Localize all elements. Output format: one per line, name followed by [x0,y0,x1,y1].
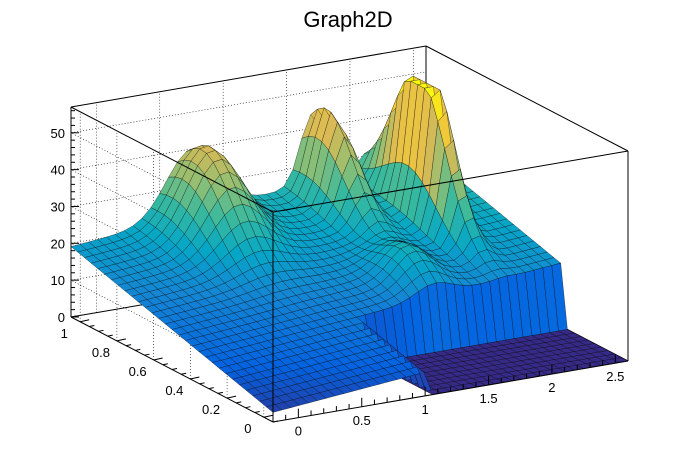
y-minor-tick [162,363,168,366]
y-minor-tick [135,348,141,351]
y-major-tick [116,338,127,342]
z-tick-label: 20 [51,236,65,251]
axes: 0 10 20 30 40 50 0 0.5 1 1.5 2 2.5 0 0.2 0.4 0.6 0.8 1 [51,107,629,439]
x-tick-label: 1.5 [479,391,497,406]
y-tick-label: 0.4 [165,383,183,398]
frame-edge [70,106,274,213]
y-major-tick [263,414,273,418]
x-tick-label: 2 [548,380,555,395]
y-minor-tick [181,372,187,375]
y-minor-tick [199,382,205,385]
x-tick-label: 0.5 [353,413,371,428]
x-tick-label: 1 [422,402,429,417]
y-minor-tick [125,344,132,347]
y-minor-tick [272,420,279,423]
y-minor-tick [70,315,77,318]
surface-mesh [70,75,629,413]
y-minor-tick [171,368,178,370]
y-minor-tick [89,325,95,328]
frame-edge [70,45,427,108]
y-major-tick [190,376,200,380]
y-tick-label: 0.8 [92,345,110,360]
y-major-tick [80,319,90,323]
z-tick-label: 10 [51,273,65,288]
y-minor-tick [144,353,150,356]
y-minor-tick [107,334,113,337]
y-minor-tick [208,387,214,390]
y-tick-label: 1 [61,326,68,341]
x-tick-label: 2.5 [606,369,624,384]
frame-edge [272,150,629,213]
frame-edge [425,45,629,152]
y-minor-tick [254,410,260,413]
chart-title: Graph2D [303,7,392,32]
z-tick-label: 30 [51,199,65,214]
z-tick-label: 0 [58,310,65,325]
y-major-tick [226,395,237,399]
y-tick-label: 0 [244,421,251,436]
y-tick-label: 0.6 [129,364,147,379]
y-major-tick [153,357,163,361]
y-minor-tick [236,401,242,404]
z-tick-label: 40 [51,163,65,178]
y-minor-tick [245,406,251,409]
y-minor-tick [217,391,224,394]
y-minor-tick [98,329,104,332]
z-tick-label: 50 [51,126,65,141]
y-tick-label: 0.2 [202,402,220,417]
x-tick-label: 0 [295,424,302,439]
